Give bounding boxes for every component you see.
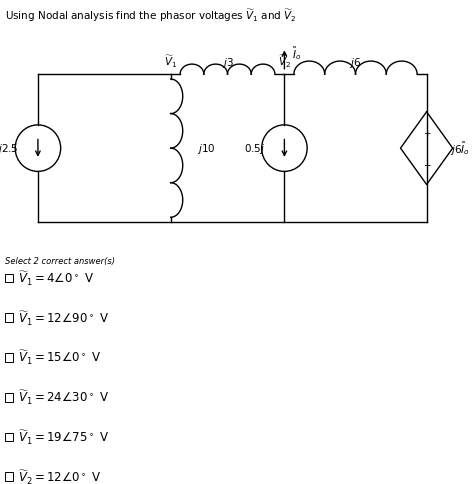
Text: $j2.5$: $j2.5$ <box>0 142 19 156</box>
Bar <box>5 353 13 362</box>
Bar <box>5 393 13 402</box>
Bar <box>5 433 13 441</box>
Text: $j6\widetilde{I}_o$: $j6\widetilde{I}_o$ <box>450 140 470 157</box>
Text: $\widetilde{V}_1 = 24\angle 30^\circ$ V: $\widetilde{V}_1 = 24\angle 30^\circ$ V <box>18 388 109 407</box>
Bar <box>5 314 13 322</box>
Text: $\widetilde{V}_2 = 12\angle 0^\circ$ V: $\widetilde{V}_2 = 12\angle 0^\circ$ V <box>18 468 101 484</box>
Text: Using Nodal analysis find the phasor voltages $\widetilde{V}_1$ and $\widetilde{: Using Nodal analysis find the phasor vol… <box>5 7 297 24</box>
Text: $j3$: $j3$ <box>222 56 233 70</box>
Text: $\widetilde{I}_o$: $\widetilde{I}_o$ <box>292 45 301 61</box>
Text: $\widetilde{V}_1$: $\widetilde{V}_1$ <box>164 54 177 70</box>
Text: $\widetilde{V}_1 = 4\angle 0^\circ$ V: $\widetilde{V}_1 = 4\angle 0^\circ$ V <box>18 269 94 287</box>
Text: Select 2 correct answer(s): Select 2 correct answer(s) <box>5 257 115 266</box>
Text: +: + <box>423 129 430 138</box>
Text: $\widetilde{V}_1 = 15\angle 0^\circ$ V: $\widetilde{V}_1 = 15\angle 0^\circ$ V <box>18 348 101 367</box>
Bar <box>5 472 13 481</box>
Text: −: − <box>423 160 430 168</box>
Text: $\widetilde{V}_1 = 19\angle 75^\circ$ V: $\widetilde{V}_1 = 19\angle 75^\circ$ V <box>18 428 109 446</box>
Text: $j10$: $j10$ <box>197 142 215 156</box>
Bar <box>5 274 13 283</box>
Text: $0.5j$: $0.5j$ <box>244 142 265 156</box>
Text: $\widetilde{V}_1 = 12\angle 90^\circ$ V: $\widetilde{V}_1 = 12\angle 90^\circ$ V <box>18 309 109 327</box>
Text: $j6$: $j6$ <box>349 56 362 70</box>
Text: $\widetilde{V}_2$: $\widetilde{V}_2$ <box>278 54 291 70</box>
